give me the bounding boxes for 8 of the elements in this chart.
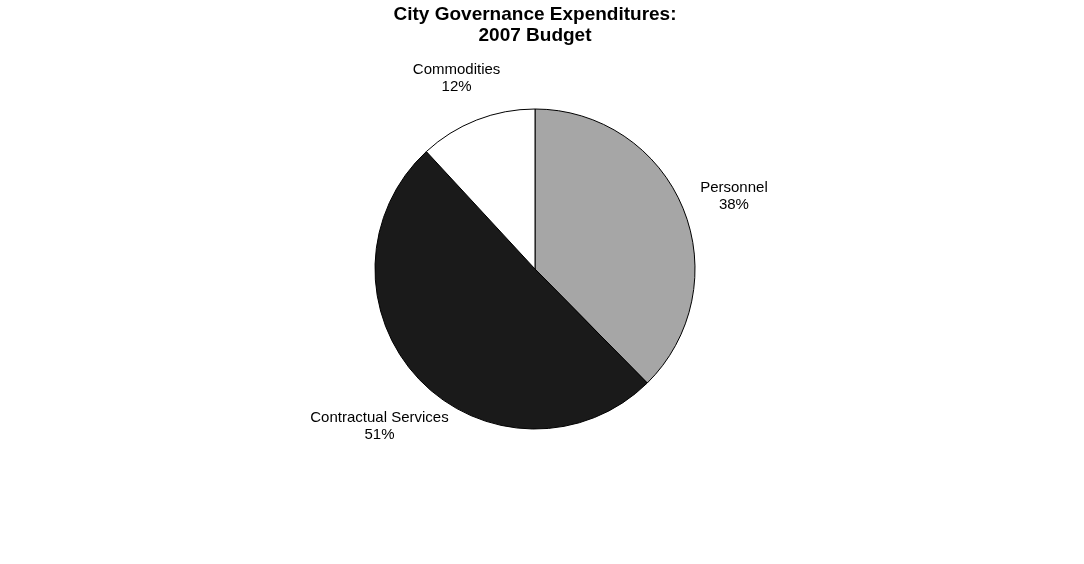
slice-label: Contractual Services	[310, 408, 449, 426]
text: City Governance Expenditures:	[393, 3, 677, 24]
data-label: 38%	[718, 195, 749, 213]
text: 2007 Budget	[478, 24, 592, 45]
slice-label: Commodities	[412, 59, 501, 77]
slice-label: Personnel	[700, 178, 768, 196]
data-label: 12%	[441, 76, 472, 94]
data-label: 51%	[364, 425, 395, 443]
